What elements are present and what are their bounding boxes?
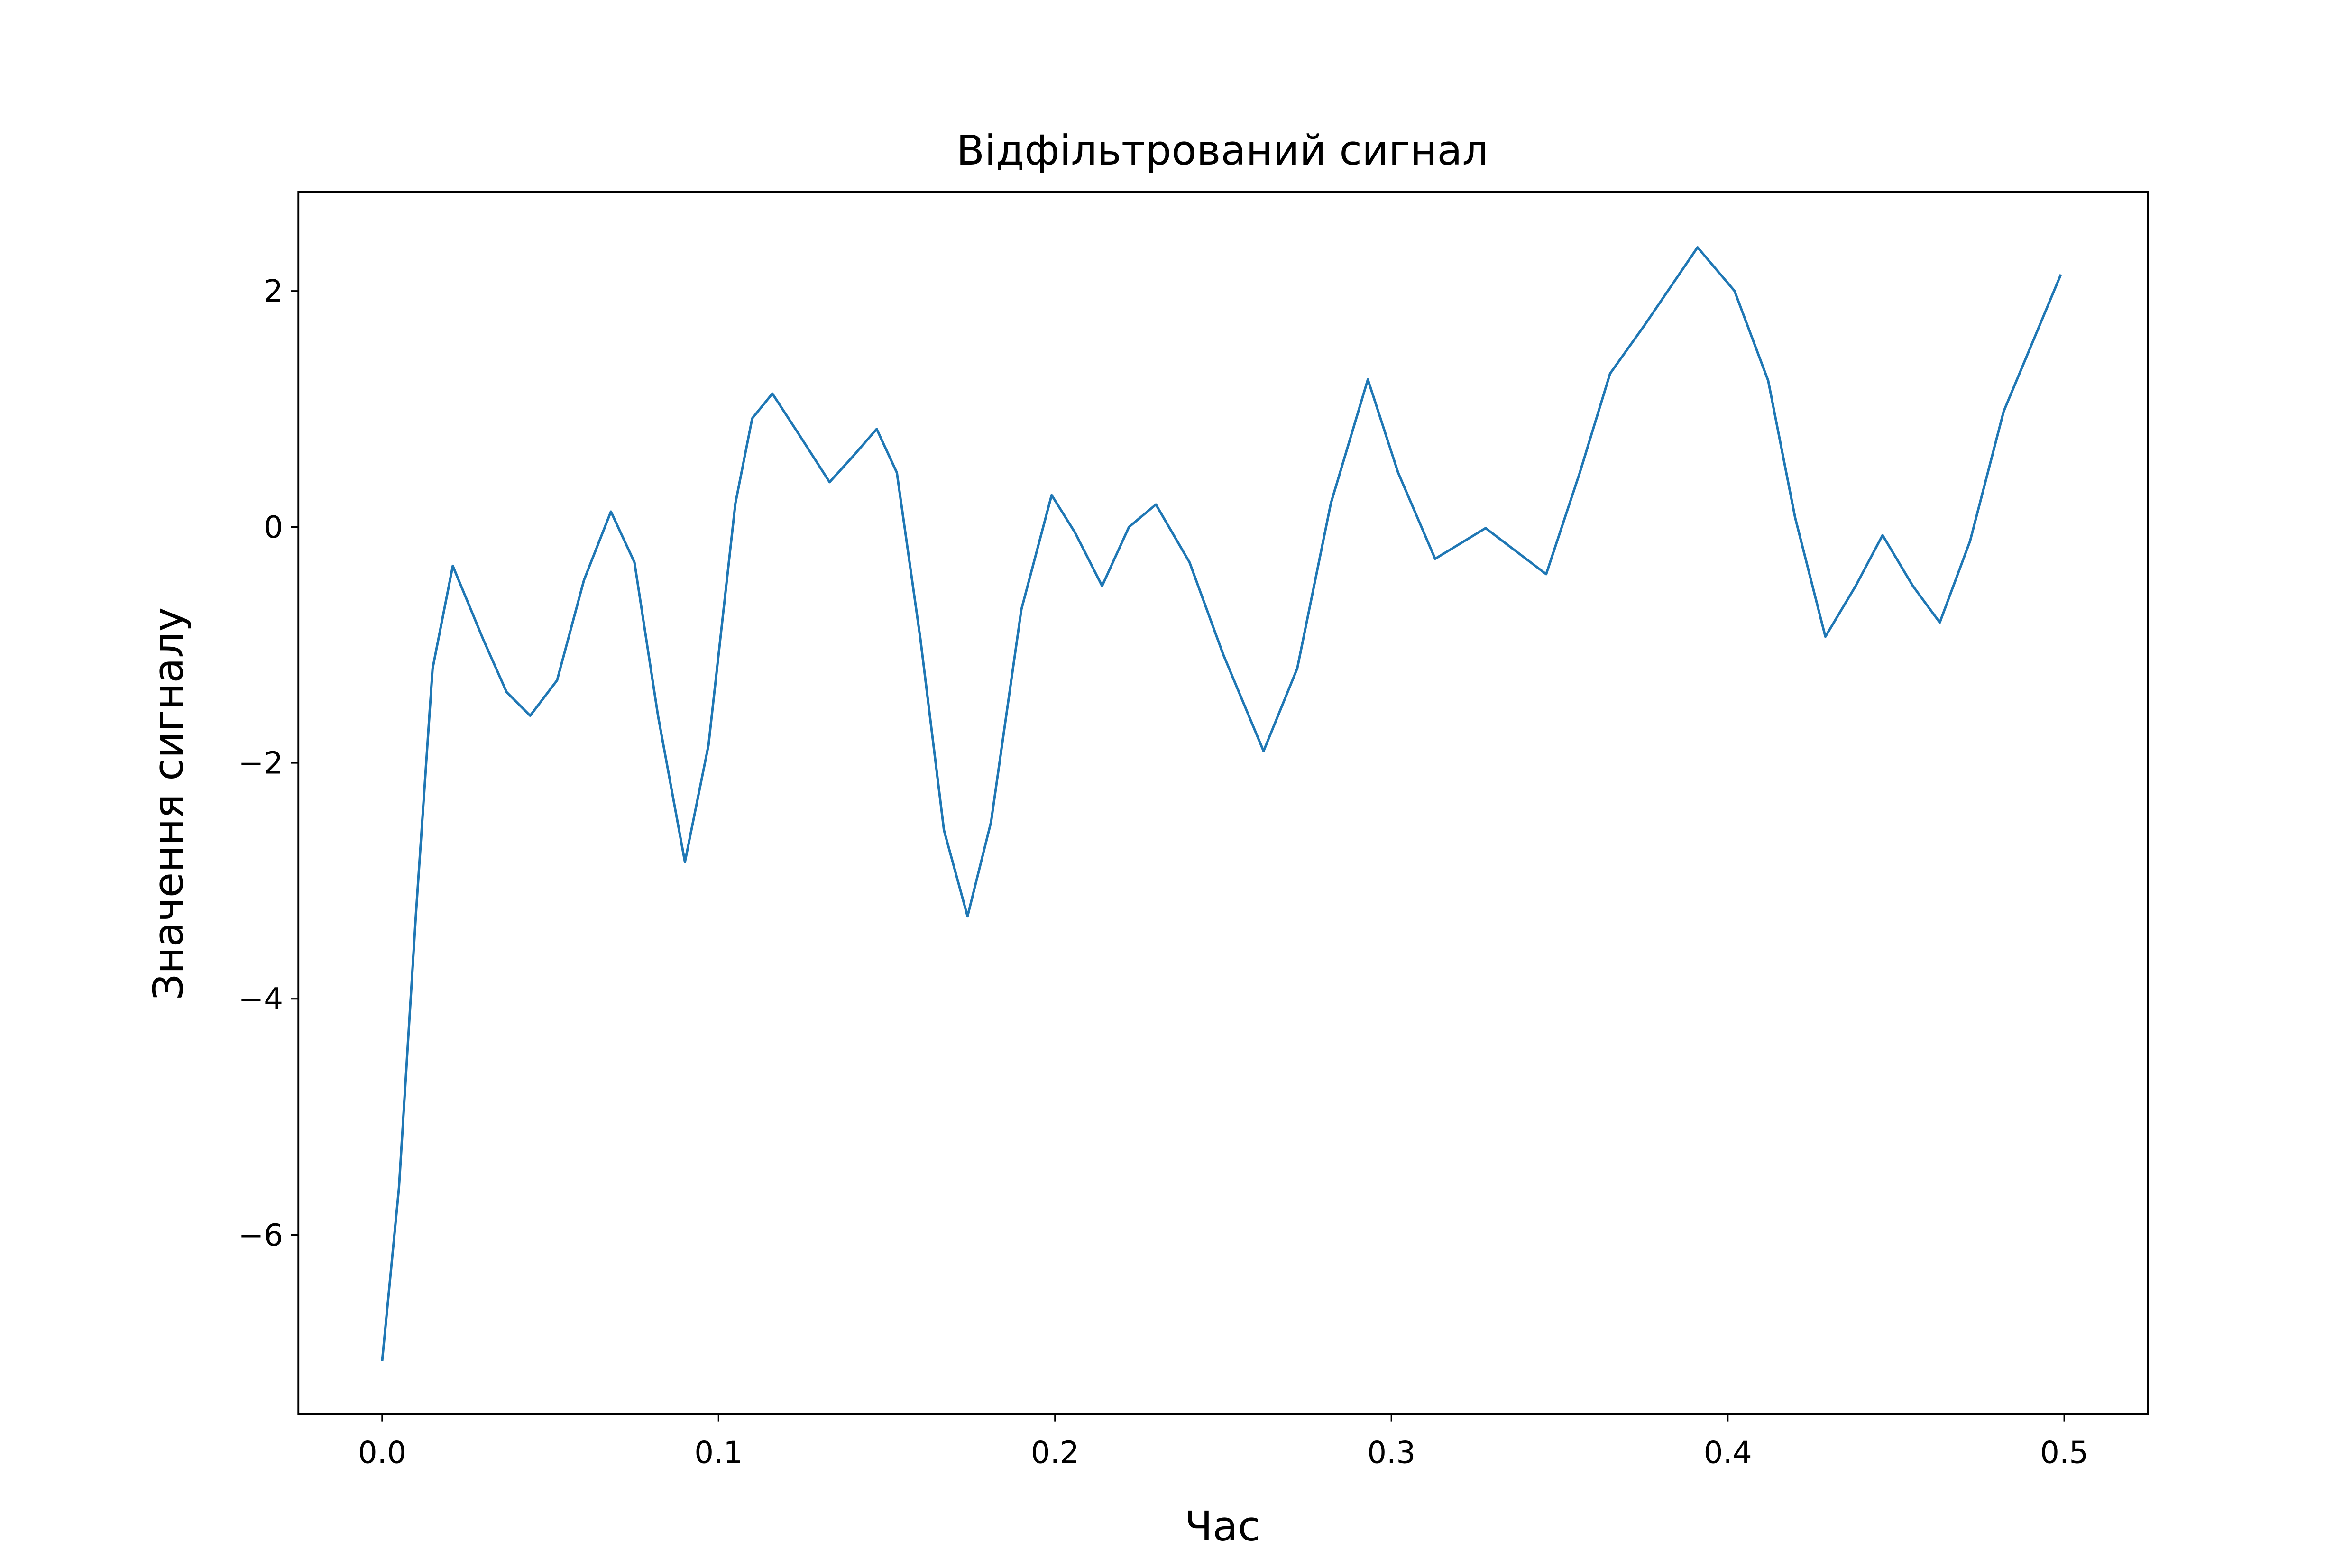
plot-frame — [297, 191, 2149, 1415]
x-axis-label: Час — [1185, 1503, 1260, 1550]
y-tick-label: −2 — [239, 745, 284, 781]
x-tick-label: 0.2 — [1031, 1435, 1079, 1470]
x-tick-label: 0.0 — [358, 1435, 406, 1470]
y-axis-label: Значення сигналу — [145, 607, 193, 1000]
x-tick-label: 0.1 — [694, 1435, 743, 1470]
y-tick-label: 0 — [264, 510, 283, 545]
x-tick-label: 0.4 — [1704, 1435, 1752, 1470]
x-tick-label: 0.5 — [2040, 1435, 2088, 1470]
chart-title: Відфільтрований сигнал — [956, 127, 1488, 174]
signal-line — [381, 246, 2062, 1361]
y-tick-label: 2 — [264, 274, 283, 309]
x-tick-label: 0.3 — [1367, 1435, 1415, 1470]
y-tick-label: −4 — [239, 981, 284, 1017]
y-tick-label: −6 — [239, 1218, 284, 1253]
